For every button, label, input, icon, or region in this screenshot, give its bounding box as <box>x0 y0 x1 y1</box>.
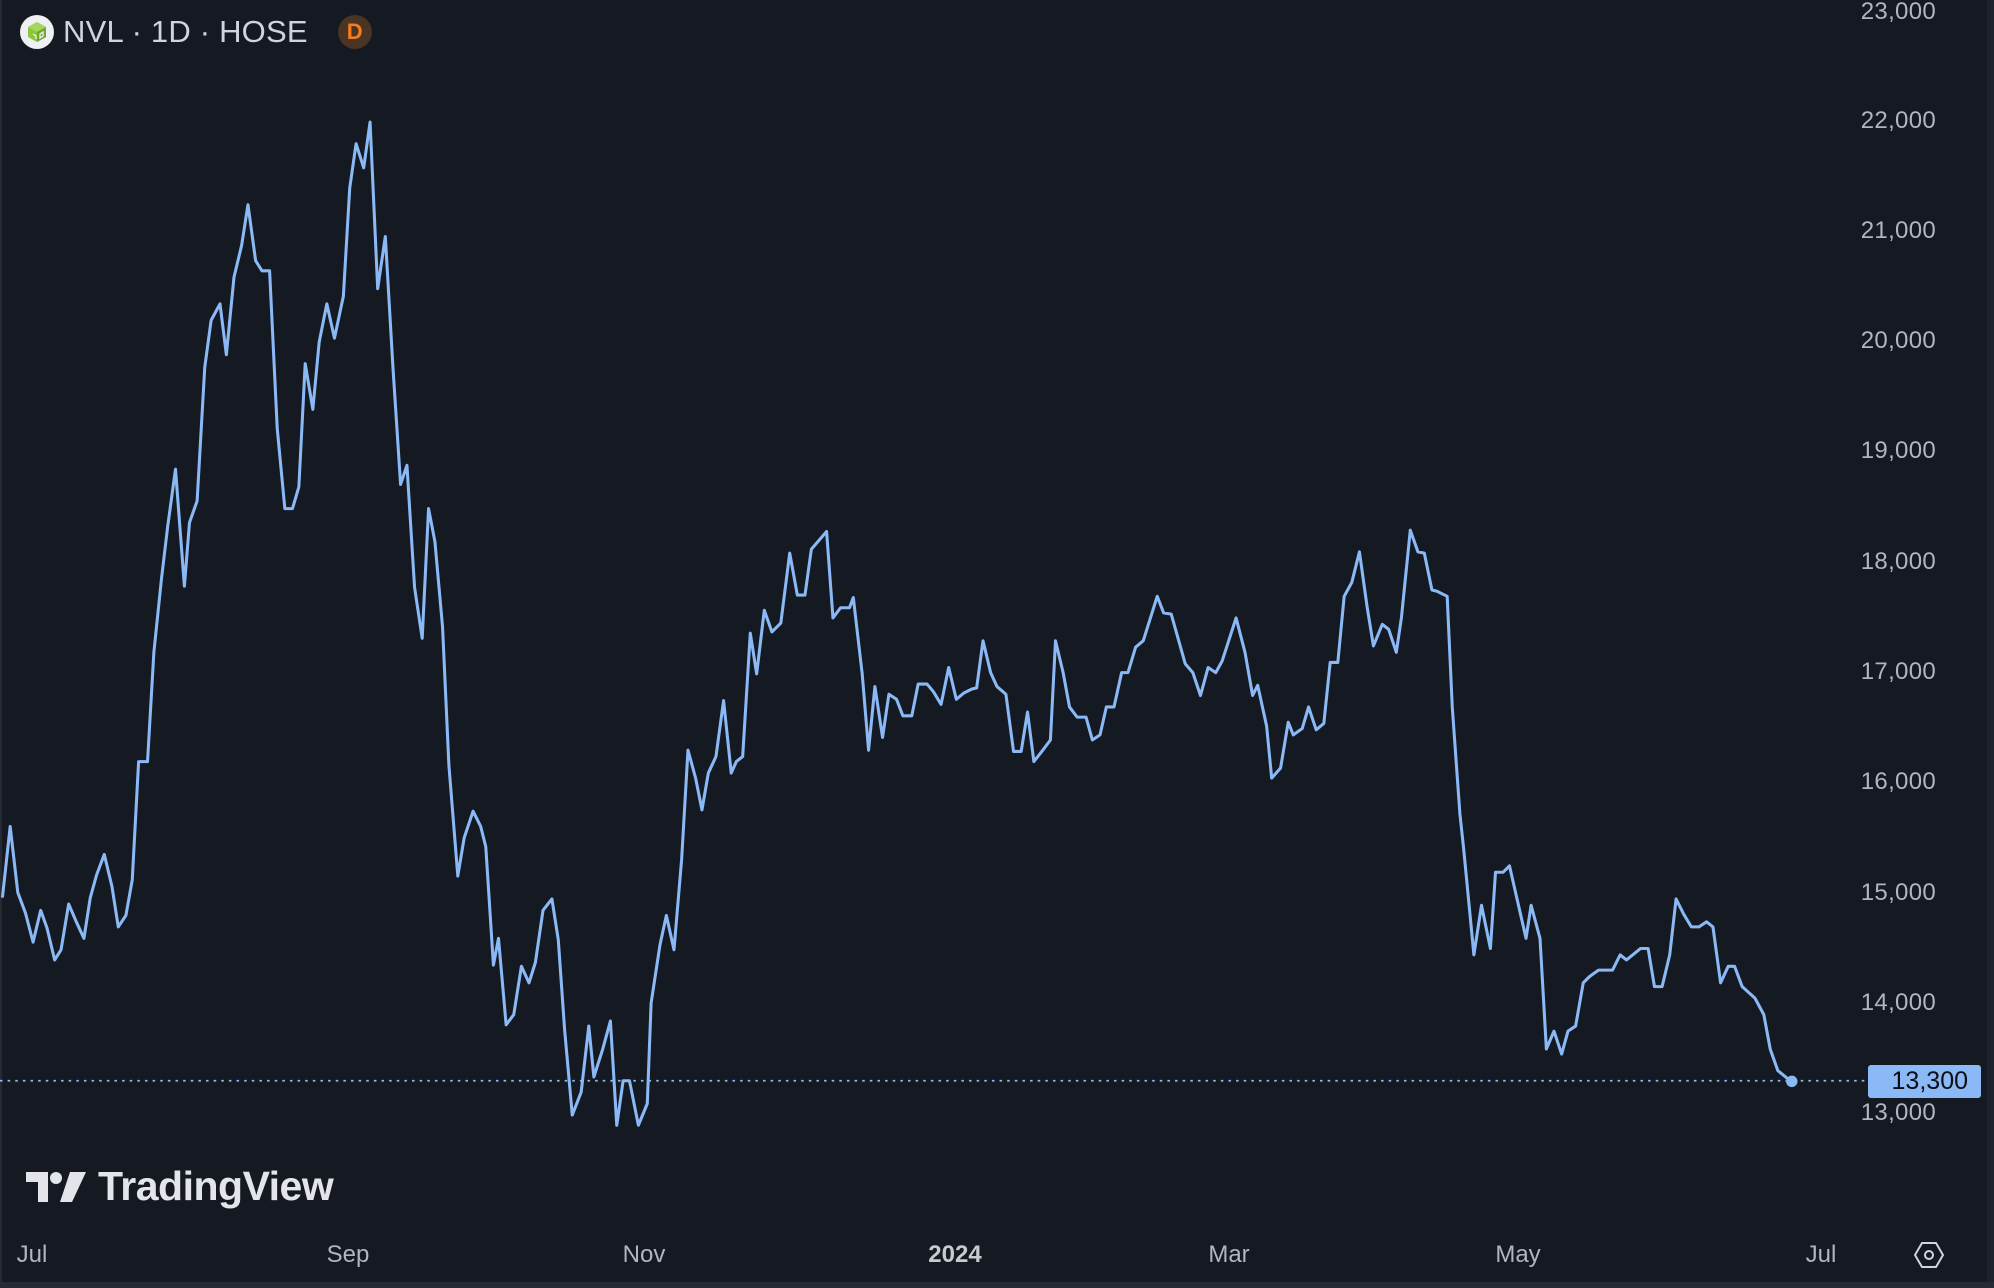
price-line-series <box>1 120 1794 1127</box>
dividend-badge[interactable]: D <box>337 15 372 49</box>
pane-left-border <box>0 0 2 1288</box>
time-axis-label: Mar <box>1208 1241 1250 1268</box>
time-axis-label: Nov <box>622 1241 666 1268</box>
price-axis-label: 13,000 <box>1860 1099 1936 1126</box>
price-axis-label: 19,000 <box>1860 437 1936 464</box>
price-axis-label: 21,000 <box>1860 217 1936 244</box>
current-price-tag: 13,300 <box>1868 1065 1981 1098</box>
price-axis-label: 14,000 <box>1860 989 1936 1016</box>
settings-hexagon-icon <box>1914 1242 1944 1268</box>
chart-settings-button[interactable] <box>1912 1238 1946 1272</box>
tradingview-logo-icon <box>26 1171 86 1202</box>
price-axis-label: 18,000 <box>1860 548 1936 575</box>
time-axis-label: Sep <box>326 1241 370 1268</box>
price-axis-label: 15,000 <box>1860 879 1936 906</box>
nvl-cube-logo-icon <box>20 15 54 49</box>
time-axis-label: Jul <box>1805 1241 1837 1268</box>
pane-right-border <box>1987 0 1994 1288</box>
time-axis-label: May <box>1495 1241 1541 1268</box>
price-axis-label: 23,000 <box>1860 0 1936 25</box>
symbol-title: NVL · 1D · HOSE <box>63 14 308 49</box>
price-axis-label: 20,000 <box>1860 327 1936 354</box>
time-axis-label-year: 2024 <box>928 1241 982 1268</box>
price-axis-label: 16,000 <box>1860 768 1936 795</box>
last-price-marker <box>1786 1075 1798 1088</box>
symbol-legend[interactable]: NVL · 1D · HOSE D <box>20 14 372 50</box>
price-axis-label: 17,000 <box>1860 658 1936 685</box>
price-axis-label: 22,000 <box>1860 107 1936 134</box>
tradingview-watermark[interactable]: TradingView <box>26 1163 334 1210</box>
tradingview-wordmark: TradingView <box>98 1163 334 1209</box>
pane-bottom-border <box>0 1282 1994 1288</box>
time-axis-label: Jul <box>16 1241 48 1268</box>
